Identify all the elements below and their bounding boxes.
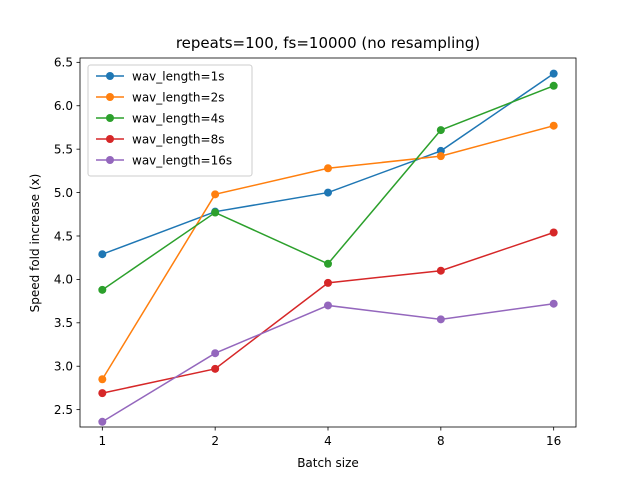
legend-marker-1 — [106, 93, 114, 101]
data-point-4-3 — [436, 315, 445, 324]
y-axis-label: Speed fold increase (x) — [28, 174, 42, 313]
data-point-2-3 — [436, 126, 445, 135]
legend-label-3: wav_length=8s — [132, 132, 224, 146]
legend: wav_length=1s wav_length=2s wav_length=4sw… — [87, 64, 253, 177]
data-point-0-4 — [549, 69, 558, 78]
y-tick-label: 3.0 — [54, 360, 73, 374]
data-point-4-4 — [549, 299, 558, 308]
data-point-2-0 — [98, 285, 107, 294]
x-tick-label: 4 — [324, 434, 332, 448]
data-point-1-4 — [549, 121, 558, 130]
x-tick-label: 2 — [211, 434, 219, 448]
legend-label-4: wav_length=16s — [132, 153, 232, 167]
data-point-3-3 — [436, 266, 445, 275]
y-tick-label: 6.5 — [54, 56, 73, 70]
x-axis-label: Batch size — [297, 456, 359, 470]
y-tick-label: 2.5 — [54, 403, 73, 417]
data-point-1-2 — [324, 164, 332, 173]
data-point-3-1 — [211, 364, 220, 373]
y-tick-label: 6.0 — [54, 99, 73, 113]
y-tick-label: 5.5 — [54, 142, 73, 156]
data-point-2-4 — [549, 81, 558, 90]
legend-box — [87, 64, 253, 177]
data-point-3-0 — [98, 389, 107, 398]
legend-marker-4 — [106, 156, 114, 164]
y-tick-label: 3.5 — [54, 316, 73, 330]
data-point-0-2 — [324, 188, 332, 197]
series-line-4 — [101, 302, 554, 423]
data-point-0-0 — [98, 250, 107, 259]
x-tick-label: 16 — [546, 434, 561, 448]
data-point-4-0 — [98, 417, 107, 426]
data-point-1-0 — [98, 375, 107, 384]
data-point-2-2 — [324, 259, 332, 268]
axes: 1 2 4 8 16 2.5 3.0 3.5 4.0 4.5 5.0 5.5 6.0 6.5 — [54, 56, 577, 448]
data-point-4-2 — [324, 301, 332, 310]
plot-area — [98, 69, 558, 426]
data-point-1-1 — [211, 190, 220, 199]
chart-title: repeats=100, fs=10000 (no resampling) — [176, 34, 480, 52]
data-point-3-4 — [549, 228, 558, 237]
y-tick-label: 4.5 — [54, 229, 73, 243]
legend-marker-2 — [106, 114, 114, 122]
data-point-2-1 — [211, 208, 220, 217]
y-tick-label: 5.0 — [54, 186, 73, 200]
legend-label-1: wav_length=2s — [132, 90, 224, 104]
legend-marker-0 — [106, 72, 114, 80]
data-point-4-1 — [211, 349, 220, 358]
data-point-3-2 — [324, 278, 332, 287]
legend-marker-3 — [106, 135, 114, 143]
x-tick-label: 8 — [437, 434, 445, 448]
x-tick-label: 1 — [98, 434, 106, 448]
data-point-1-3 — [436, 152, 445, 161]
y-tick-label: 4.0 — [54, 273, 73, 287]
legend-label-0: wav_length=1s — [132, 69, 224, 83]
legend-label-2: wav_length=4s — [132, 111, 224, 125]
